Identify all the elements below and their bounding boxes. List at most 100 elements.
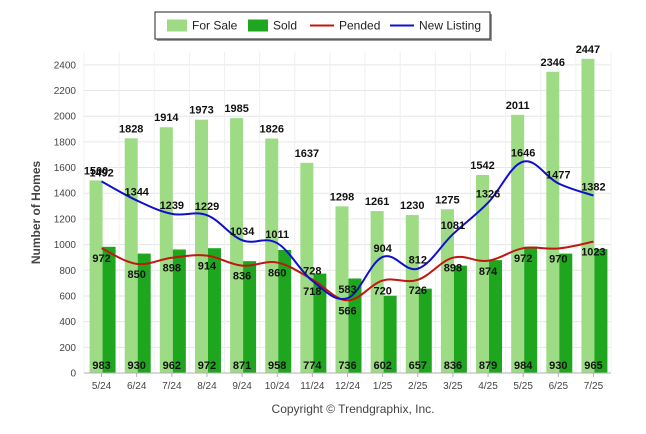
pended-value-label: 972 bbox=[514, 253, 532, 265]
sold-value-label: 602 bbox=[373, 360, 391, 372]
new-listing-legend-label: New Listing bbox=[419, 19, 481, 33]
new-listing-value-label: 1239 bbox=[160, 200, 184, 212]
sold-value-label: 871 bbox=[233, 360, 251, 372]
pended-value-label: 1023 bbox=[581, 247, 605, 259]
y-tick-label: 2400 bbox=[54, 60, 77, 71]
y-tick-label: 200 bbox=[59, 343, 76, 354]
sold-value-label: 984 bbox=[514, 360, 533, 372]
for-sale-bar bbox=[159, 127, 173, 373]
x-tick-label: 7/24 bbox=[162, 381, 182, 392]
for-sale-bar bbox=[89, 180, 103, 373]
y-tick-label: 0 bbox=[70, 369, 76, 380]
x-tick-label: 5/25 bbox=[513, 381, 533, 392]
sold-value-label: 958 bbox=[268, 360, 286, 372]
sold-bar bbox=[383, 295, 397, 373]
new-listing-value-label: 1229 bbox=[195, 201, 219, 213]
for-sale-value-label: 1637 bbox=[295, 148, 319, 160]
for-sale-legend-swatch bbox=[167, 19, 187, 32]
x-tick-label: 6/24 bbox=[127, 381, 147, 392]
pended-value-label: 726 bbox=[409, 285, 427, 297]
sold-bar bbox=[559, 253, 573, 373]
y-axis-label: Number of Homes bbox=[29, 161, 43, 265]
y-tick-label: 2000 bbox=[54, 112, 77, 123]
sold-bar bbox=[594, 249, 608, 373]
pended-value-label: 898 bbox=[163, 263, 181, 275]
sold-legend-swatch bbox=[248, 19, 268, 32]
x-tick-label: 10/24 bbox=[265, 381, 290, 392]
sold-value-label: 930 bbox=[549, 360, 567, 372]
for-sale-bar bbox=[335, 206, 349, 373]
chart-legend: For Sale Sold Pended New Listing bbox=[154, 11, 492, 41]
new-listing-value-label: 1646 bbox=[511, 148, 535, 160]
sold-value-label: 972 bbox=[198, 360, 216, 372]
sold-bar bbox=[489, 260, 503, 373]
sold-value-label: 836 bbox=[444, 360, 462, 372]
axes-layer: 0 200 400 600 800 1000 1200 1400 1600 1800 2000 220… bbox=[29, 60, 611, 392]
sold-bar bbox=[348, 278, 362, 373]
sold-value-label: 930 bbox=[128, 360, 146, 372]
new-listing-value-label: 1344 bbox=[124, 186, 149, 198]
for-sale-value-label: 1261 bbox=[365, 196, 389, 208]
y-tick-label: 1000 bbox=[54, 240, 77, 251]
for-sale-bar bbox=[581, 58, 595, 373]
pended-value-label: 898 bbox=[444, 263, 462, 275]
new-listing-value-label: 1011 bbox=[265, 229, 289, 241]
sold-value-label: 657 bbox=[409, 360, 427, 372]
for-sale-value-label: 1230 bbox=[400, 200, 424, 212]
copyright-text: Copyright © Trendgraphix, Inc. bbox=[272, 402, 435, 416]
sold-value-label: 983 bbox=[92, 360, 110, 372]
new-listing-value-label: 1492 bbox=[89, 167, 113, 179]
x-tick-label: 12/24 bbox=[335, 381, 360, 392]
for-sale-value-label: 2011 bbox=[506, 100, 530, 112]
x-tick-label: 3/25 bbox=[443, 381, 463, 392]
pended-value-label: 728 bbox=[303, 266, 321, 278]
for-sale-value-label: 1298 bbox=[330, 191, 354, 203]
sold-value-label: 965 bbox=[584, 360, 602, 372]
y-tick-label: 1200 bbox=[54, 214, 77, 225]
y-tick-label: 1600 bbox=[54, 163, 77, 174]
sold-value-label: 736 bbox=[338, 360, 356, 372]
new-listing-value-label: 718 bbox=[303, 286, 321, 298]
pended-legend-label: Pended bbox=[339, 19, 380, 33]
pended-value-label: 970 bbox=[549, 253, 567, 265]
for-sale-value-label: 1275 bbox=[435, 194, 459, 206]
for-sale-value-label: 1500 bbox=[84, 165, 108, 177]
pended-value-label: 850 bbox=[128, 269, 146, 281]
sold-value-label: 774 bbox=[303, 360, 322, 372]
new-listing-value-label: 812 bbox=[409, 255, 427, 267]
x-tick-label: 2/25 bbox=[408, 381, 428, 392]
sold-bar bbox=[172, 249, 186, 373]
for-sale-legend-label: For Sale bbox=[192, 19, 238, 33]
for-sale-bar bbox=[370, 211, 384, 373]
y-tick-label: 400 bbox=[59, 317, 76, 328]
sold-bar bbox=[207, 248, 221, 373]
sold-bar bbox=[524, 246, 538, 373]
pended-line bbox=[101, 240, 594, 302]
y-tick-label: 1400 bbox=[54, 189, 77, 200]
y-tick-label: 800 bbox=[59, 266, 76, 277]
for-sale-bar bbox=[230, 118, 244, 373]
pended-value-label: 874 bbox=[479, 266, 498, 278]
new-listing-value-label: 1081 bbox=[441, 220, 465, 232]
for-sale-value-label: 2447 bbox=[576, 44, 600, 56]
lines-layer bbox=[101, 160, 594, 302]
for-sale-bar bbox=[546, 71, 560, 374]
sold-bar bbox=[102, 246, 116, 373]
for-sale-bar bbox=[476, 175, 490, 373]
for-sale-value-label: 1542 bbox=[470, 160, 494, 172]
sold-value-label: 879 bbox=[479, 360, 497, 372]
y-tick-label: 1800 bbox=[54, 137, 77, 148]
new-listing-value-label: 1034 bbox=[230, 226, 255, 238]
y-tick-label: 2200 bbox=[54, 86, 77, 97]
for-sale-value-label: 1985 bbox=[224, 103, 248, 115]
sold-bar bbox=[278, 249, 292, 373]
pended-value-label: 720 bbox=[373, 286, 391, 298]
x-tick-label: 8/24 bbox=[197, 381, 217, 392]
for-sale-value-label: 1973 bbox=[189, 105, 213, 117]
sold-bar bbox=[243, 261, 257, 373]
pended-value-label: 972 bbox=[92, 253, 110, 265]
bars-layer bbox=[89, 58, 608, 374]
new-listing-value-label: 1326 bbox=[476, 189, 500, 201]
